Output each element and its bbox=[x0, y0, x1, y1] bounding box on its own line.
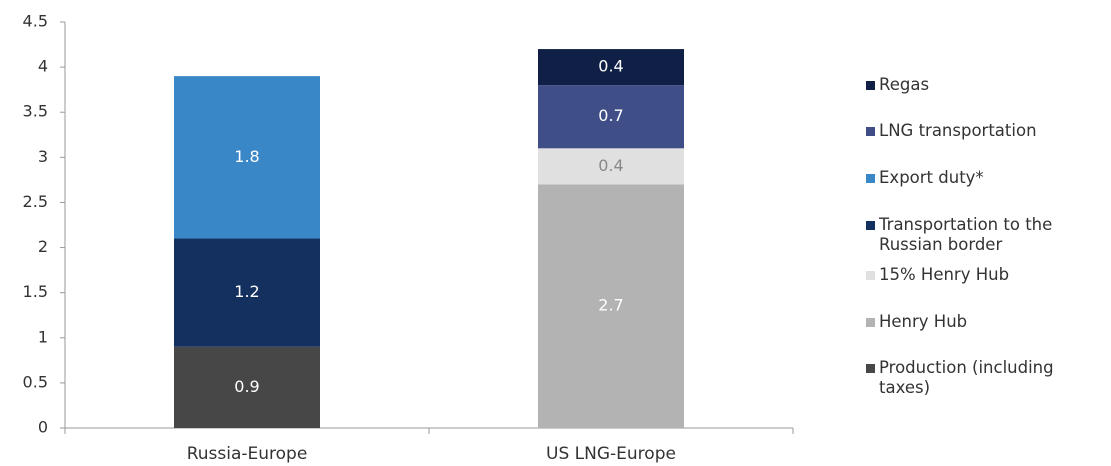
legend-swatch bbox=[866, 221, 875, 230]
data-label: 0.4 bbox=[598, 156, 623, 175]
legend-item: Regas bbox=[866, 75, 1106, 95]
legend-label: Henry Hub bbox=[879, 312, 968, 331]
legend-label: Transportation to the Russian border bbox=[879, 215, 1053, 254]
legend-item: 15% Henry Hub bbox=[866, 265, 1106, 285]
y-tick-label: 0.5 bbox=[23, 372, 48, 391]
bar-segment bbox=[538, 49, 684, 86]
data-label: 1.2 bbox=[234, 282, 259, 301]
data-label: 0.7 bbox=[598, 106, 623, 125]
bar-segment bbox=[538, 184, 684, 428]
data-label: 1.8 bbox=[234, 147, 259, 166]
legend-item: Production (including taxes) bbox=[866, 358, 1106, 398]
y-tick-label: 4 bbox=[38, 57, 48, 76]
x-tick-label: US LNG-Europe bbox=[546, 444, 676, 464]
data-label: 2.7 bbox=[598, 296, 623, 315]
data-label: 0.4 bbox=[598, 57, 623, 76]
data-label: 0.9 bbox=[234, 377, 259, 396]
y-tick-label: 1.5 bbox=[23, 282, 48, 301]
legend-item: Henry Hub bbox=[866, 312, 1106, 332]
bar-segment bbox=[538, 85, 684, 149]
legend-label: Production (including taxes) bbox=[879, 358, 1054, 397]
legend-swatch bbox=[866, 127, 875, 136]
legend-label: LNG transportation bbox=[879, 121, 1037, 140]
legend-label: Export duty* bbox=[879, 168, 984, 187]
legend-swatch bbox=[866, 174, 875, 183]
y-tick-label: 2.5 bbox=[23, 192, 48, 211]
y-tick-label: 3 bbox=[38, 147, 48, 166]
legend-swatch bbox=[866, 271, 875, 280]
legend-item: LNG transportation bbox=[866, 121, 1106, 141]
y-tick-label: 1 bbox=[38, 327, 48, 346]
y-tick-label: 3.5 bbox=[23, 102, 48, 121]
legend-swatch bbox=[866, 318, 875, 327]
bar-segment bbox=[174, 76, 320, 239]
bar-segment bbox=[174, 346, 320, 428]
bar-segment bbox=[538, 148, 684, 185]
y-tick-label: 0 bbox=[38, 418, 48, 437]
y-tick-label: 2 bbox=[38, 237, 48, 256]
bar-segment bbox=[174, 238, 320, 347]
chart: 0 0.5 1 1.5 2 2.5 3 3.5 4 4.5 Russia-Europe 0.9 1.2 1… bbox=[23, 12, 794, 464]
legend-item: Transportation to the Russian border bbox=[866, 215, 1106, 255]
legend-swatch bbox=[866, 364, 875, 373]
legend-swatch bbox=[866, 81, 875, 90]
legend-label: 15% Henry Hub bbox=[879, 265, 1010, 284]
legend-item: Export duty* bbox=[866, 168, 1106, 188]
x-tick-label: Russia-Europe bbox=[187, 444, 308, 464]
legend-label: Regas bbox=[879, 75, 930, 94]
y-tick-label: 4.5 bbox=[23, 12, 48, 31]
